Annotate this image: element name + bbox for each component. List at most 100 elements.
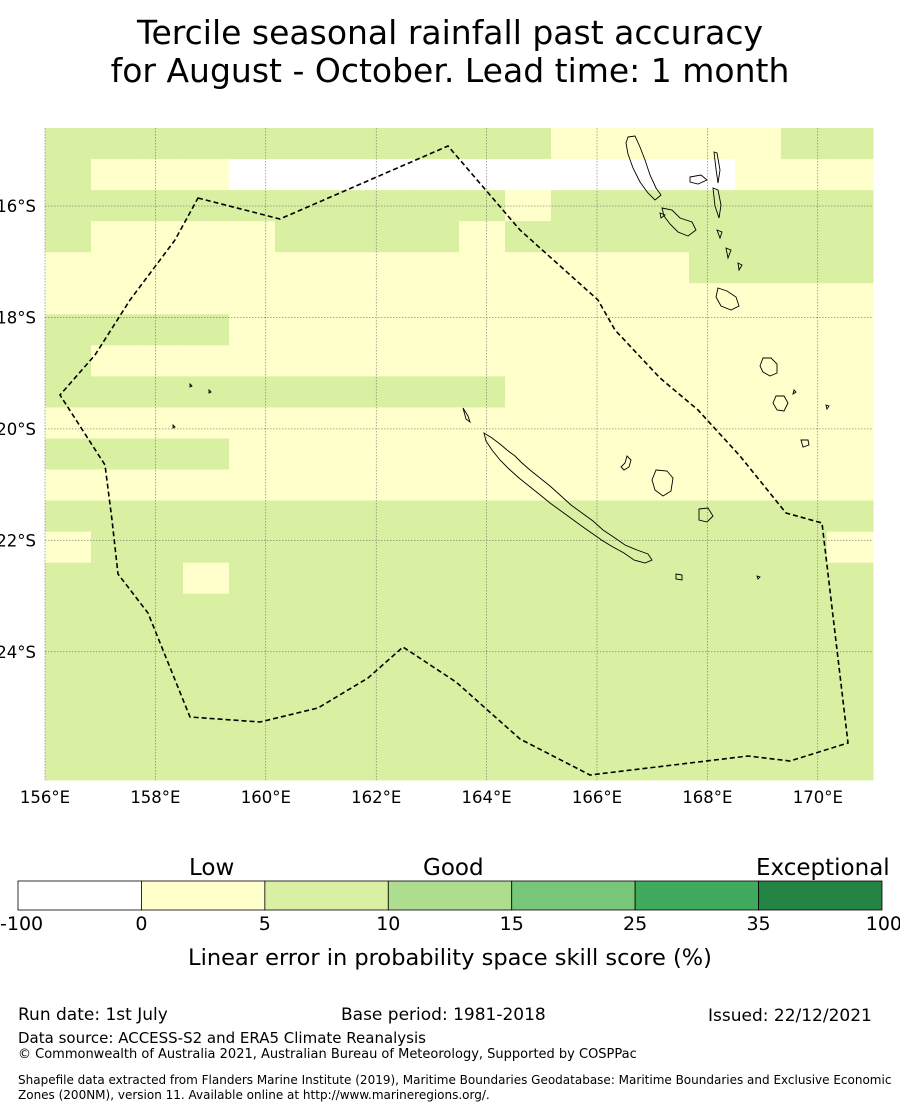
skill-cell [597, 345, 644, 377]
skill-cell [91, 686, 138, 719]
longitude-label: 164°E [462, 788, 512, 807]
colorbar-tick-label: 10 [376, 913, 401, 935]
skill-cell [413, 283, 460, 315]
skill-cell [597, 717, 644, 750]
skill-cell [827, 531, 874, 564]
skill-cell [597, 252, 644, 284]
skill-cell [413, 128, 460, 160]
skill-cell [367, 655, 414, 688]
skill-cell [505, 500, 552, 533]
skill-cell [321, 593, 368, 626]
skill-cell [367, 438, 414, 471]
title-line-1: Tercile seasonal rainfall past accuracy [136, 13, 764, 52]
skill-cell [45, 686, 92, 719]
skill-cell [459, 593, 506, 626]
skill-cell [321, 500, 368, 533]
skill-cell [505, 686, 552, 719]
data-source: Data source: ACCESS-S2 and ERA5 Climate … [18, 1029, 426, 1047]
skill-cell [735, 283, 782, 315]
skill-cell [643, 221, 690, 253]
skill-cell [735, 469, 782, 502]
skill-cell [91, 593, 138, 626]
colorbar-tick-label: 15 [499, 913, 524, 935]
skill-cell [367, 624, 414, 657]
skill-cell [689, 655, 736, 688]
colorbar-bin [17, 880, 142, 911]
skill-cell [183, 252, 230, 284]
skill-cell [505, 407, 552, 439]
skill-cell [597, 686, 644, 719]
skill-cell [505, 128, 552, 160]
skill-cell [597, 500, 644, 533]
skill-cell [551, 221, 598, 253]
skill-cell [827, 252, 874, 284]
skill-cell [229, 159, 276, 191]
skill-cell [137, 376, 184, 408]
vanuatu-maewo-pentecost [712, 151, 722, 219]
skill-cell [827, 221, 874, 253]
category-good: Good [423, 855, 484, 881]
skill-cell [275, 221, 322, 253]
skill-cell [781, 252, 828, 284]
skill-cell [137, 562, 184, 595]
skill-cell [827, 283, 874, 315]
skill-cell [735, 221, 782, 253]
skill-cell [45, 748, 92, 781]
skill-cell [321, 376, 368, 408]
skill-cell [643, 438, 690, 471]
skill-cell [45, 624, 92, 657]
skill-cell [781, 314, 828, 346]
skill-cell [551, 159, 598, 191]
skill-cell [275, 655, 322, 688]
skill-cell [45, 252, 92, 284]
latitude-label: 20°S [0, 420, 36, 439]
skill-cell [321, 438, 368, 471]
skill-cell [275, 748, 322, 781]
skill-cell [229, 655, 276, 688]
skill-cell [137, 407, 184, 439]
skill-cell [183, 500, 230, 533]
skill-cell [459, 531, 506, 564]
skill-cell [781, 128, 828, 160]
skill-cell [689, 531, 736, 564]
skill-cell [827, 438, 874, 471]
skill-cell [45, 562, 92, 595]
skill-cell [367, 562, 414, 595]
skill-cell [413, 593, 460, 626]
skill-cell [551, 469, 598, 502]
skill-cell [551, 376, 598, 408]
skill-cell [275, 407, 322, 439]
skill-cell [689, 345, 736, 377]
skill-cell [827, 748, 874, 781]
skill-cell [229, 283, 276, 315]
skill-cell [137, 128, 184, 160]
skill-cell [275, 314, 322, 346]
longitude-ticks: 156°E 158°E 160°E 162°E 164°E 166°E 168°E 170°E [20, 788, 843, 807]
vanuatu-espiritu-santo [625, 135, 662, 201]
skill-cell [643, 562, 690, 595]
skill-cell [505, 283, 552, 315]
skill-cell [91, 717, 138, 750]
skill-cell [229, 407, 276, 439]
colorbar-tick-label: -100 [0, 913, 44, 935]
skill-cell [643, 128, 690, 160]
skill-cell [137, 345, 184, 377]
skill-cell [229, 128, 276, 160]
skill-cell [735, 655, 782, 688]
latitude-label: 16°S [0, 197, 36, 216]
skill-cell [597, 748, 644, 781]
skill-cell [137, 469, 184, 502]
skill-cell [551, 283, 598, 315]
skill-cell [321, 624, 368, 657]
skill-cell [229, 686, 276, 719]
skill-cell [597, 593, 644, 626]
chart-title: Tercile seasonal rainfall past accuracy … [0, 14, 900, 90]
skill-cell [781, 624, 828, 657]
latitude-label: 18°S [0, 308, 36, 327]
skill-cell [597, 531, 644, 564]
skill-cell [413, 655, 460, 688]
skill-cell [597, 376, 644, 408]
skill-cell [45, 221, 92, 253]
skill-cell [735, 252, 782, 284]
skill-cell [827, 314, 874, 346]
